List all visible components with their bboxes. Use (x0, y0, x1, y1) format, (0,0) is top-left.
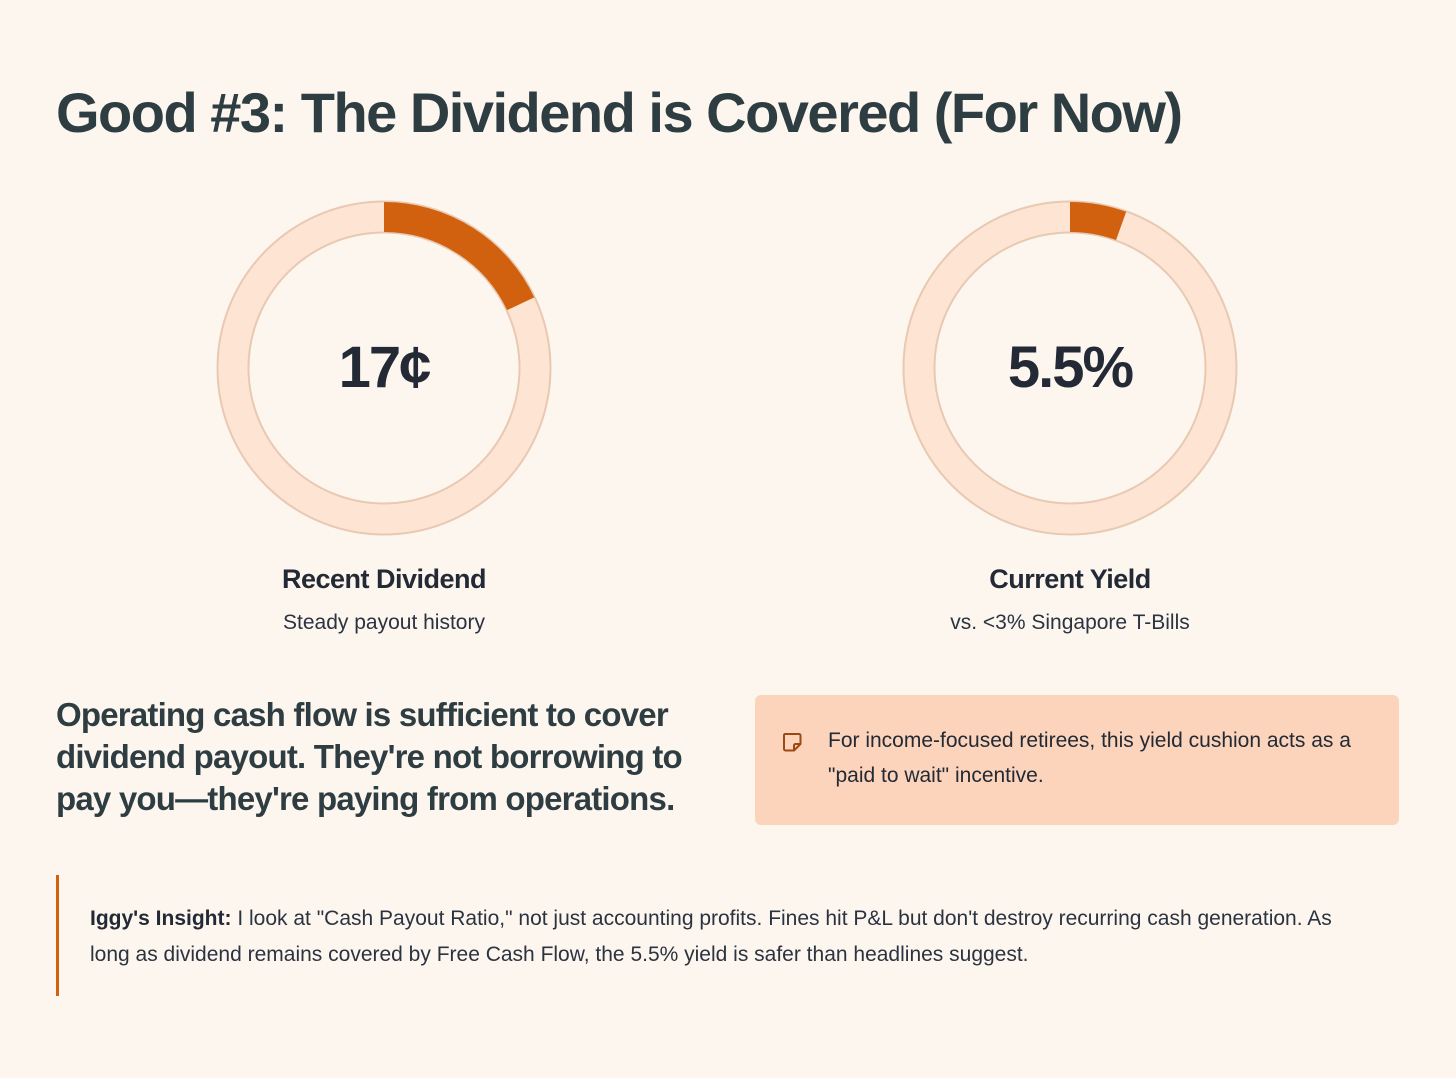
insight-text: I look at "Cash Payout Ratio," not just … (90, 907, 1332, 966)
ring-progress-arc (218, 202, 550, 534)
iggys-insight-block: Iggy's Insight: I look at "Cash Payout R… (56, 875, 1376, 996)
metric-subtitle: Steady payout history (283, 611, 485, 634)
yield-ring-svg (902, 200, 1238, 536)
page-title: Good #3: The Dividend is Covered (For No… (56, 81, 1183, 144)
metric-subtitle: vs. <3% Singapore T-Bills (950, 611, 1190, 634)
callout-text: For income-focused retirees, this yield … (828, 729, 1351, 787)
key-statement: Operating cash flow is sufficient to cov… (56, 696, 683, 817)
dividend-ring-svg (216, 200, 552, 536)
metric-card-recent-dividend: 17¢ Recent Dividend Steady payout histor… (164, 200, 604, 635)
metric-card-current-yield: 5.5% Current Yield vs. <3% Singapore T-B… (850, 200, 1290, 635)
metric-value: 17¢ (338, 335, 432, 400)
metric-label: Current Yield (989, 564, 1151, 594)
yield-ring-gauge: 5.5% (902, 200, 1238, 536)
dividend-ring-gauge: 17¢ (216, 200, 552, 536)
retiree-callout-box: For income-focused retirees, this yield … (755, 695, 1399, 825)
metric-value: 5.5% (1007, 335, 1134, 400)
insight-label: Iggy's Insight: (90, 907, 232, 930)
metric-label: Recent Dividend (281, 564, 487, 594)
ring-progress-arc (904, 202, 1236, 534)
sticky-note-icon (783, 733, 802, 752)
